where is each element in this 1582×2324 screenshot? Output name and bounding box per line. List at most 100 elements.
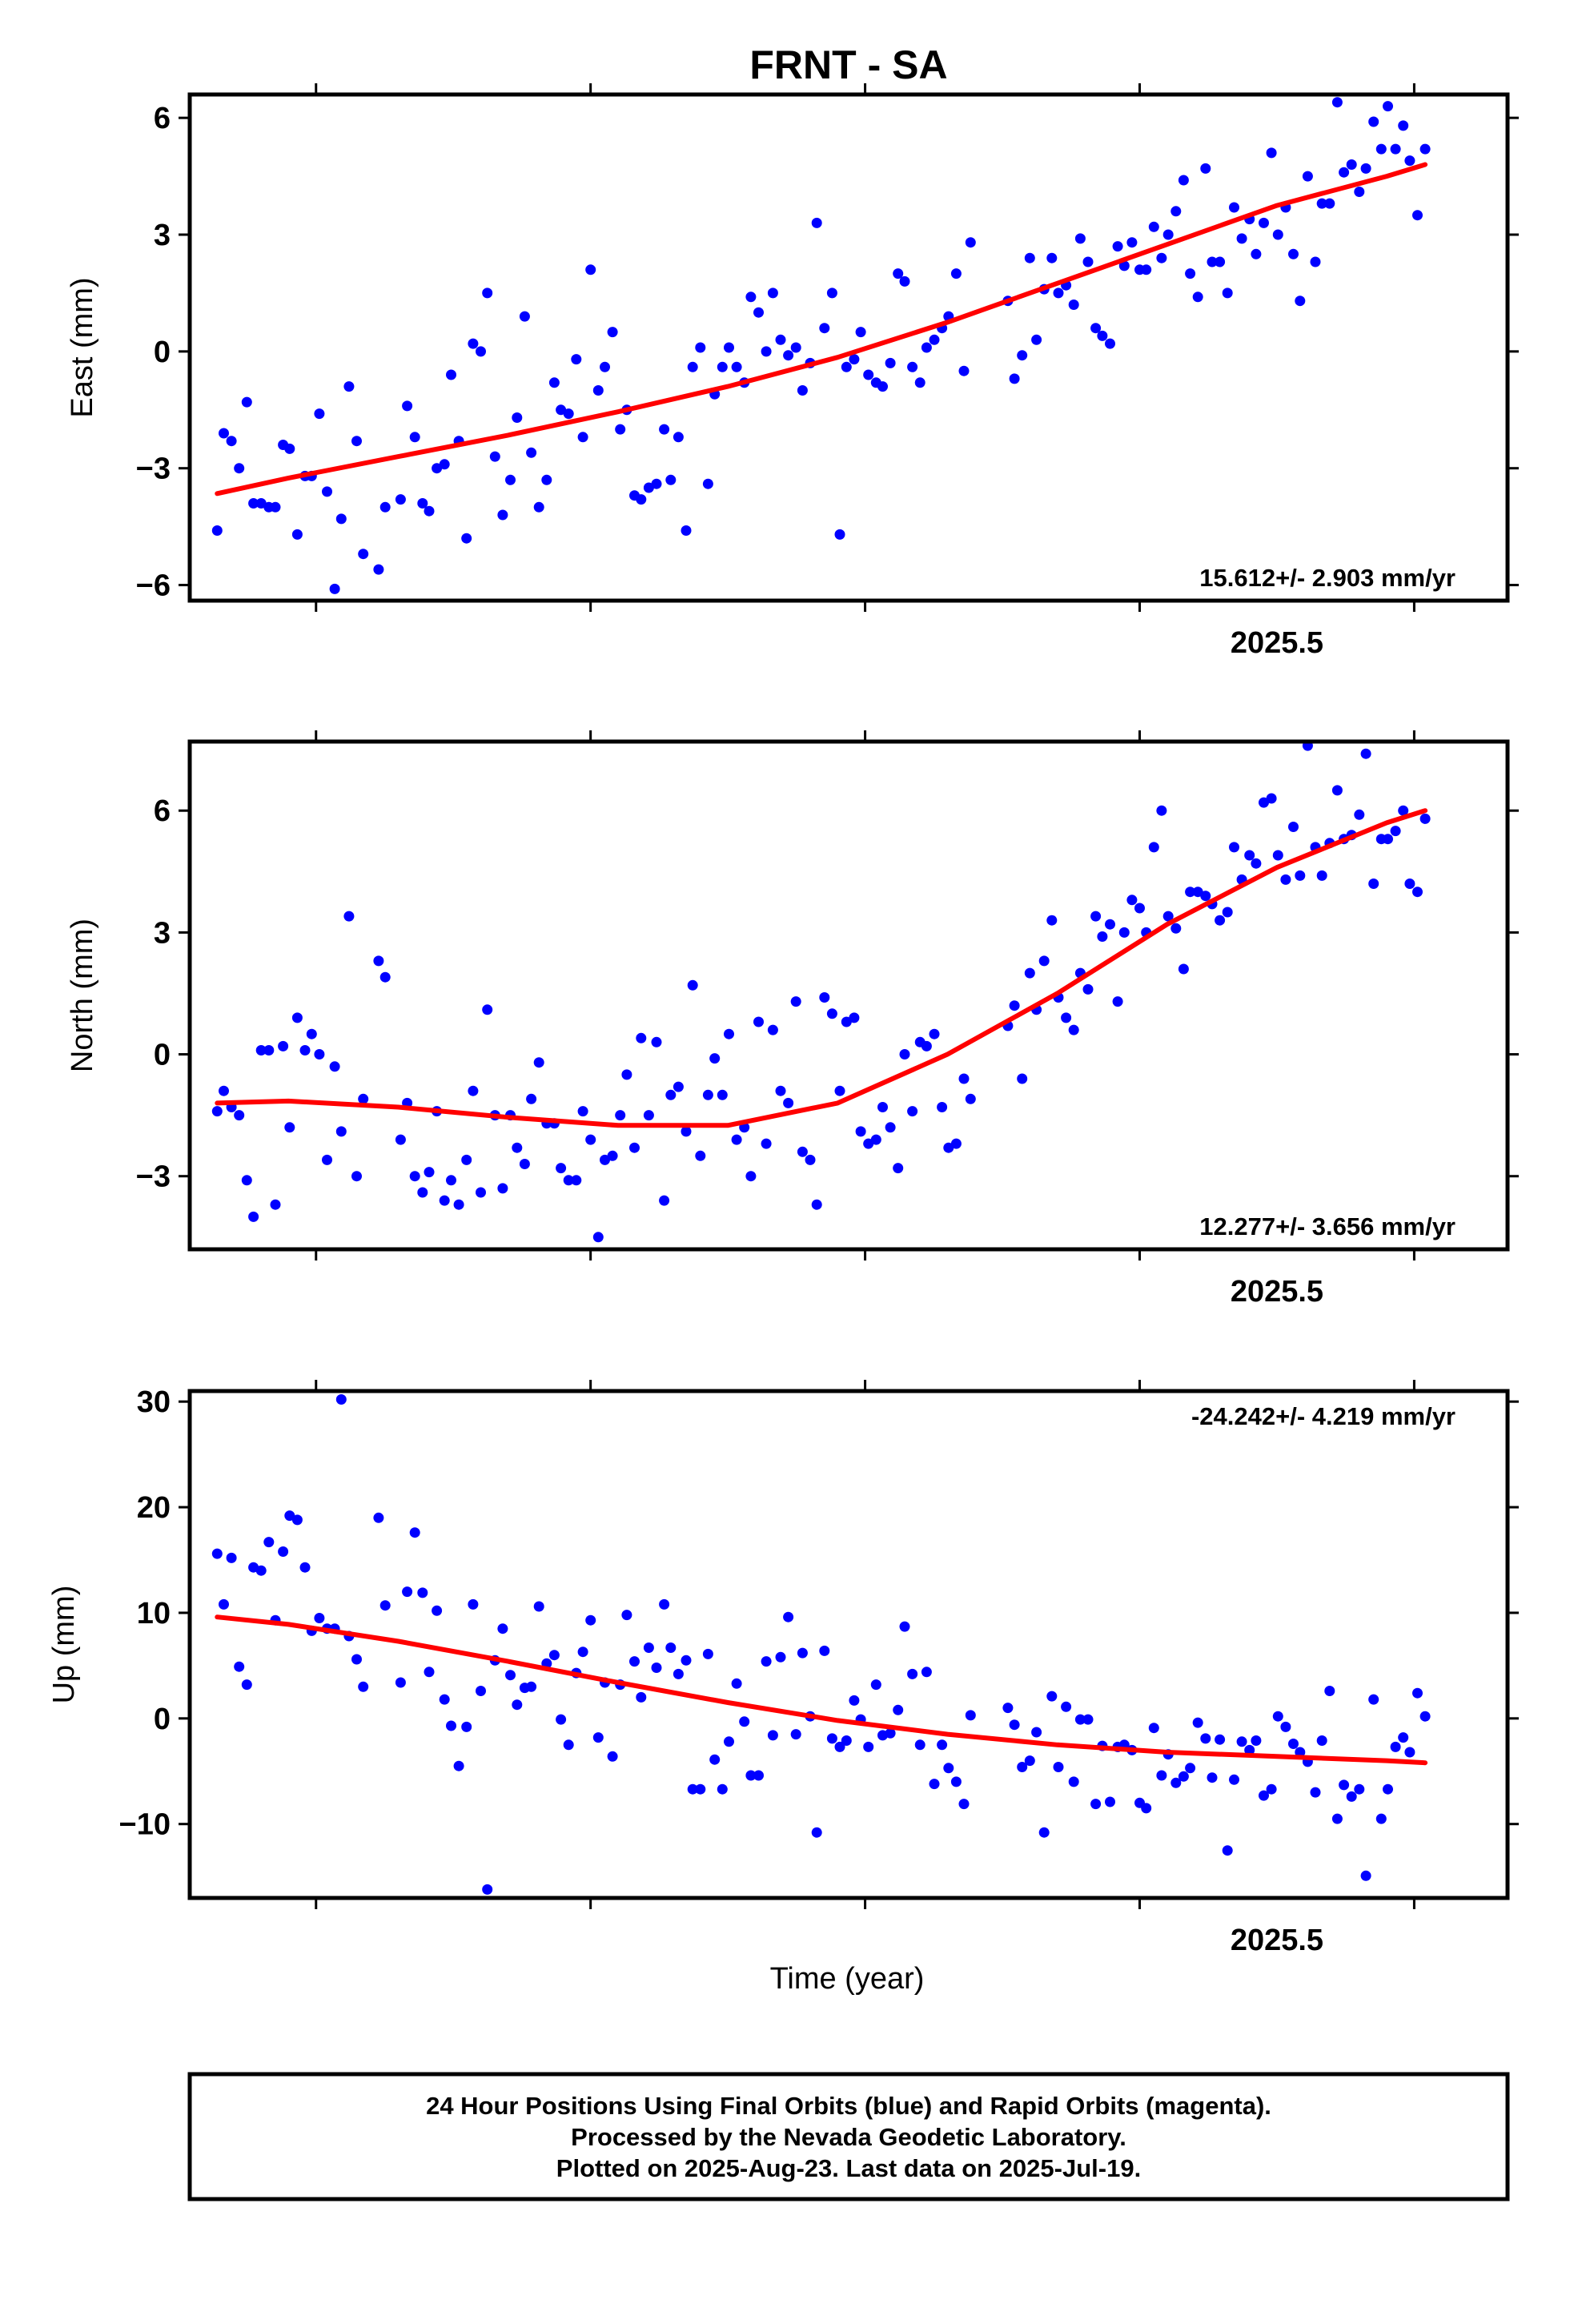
up-velocity-label: -24.242+/- 4.219 mm/yr [1191,1402,1456,1430]
east-data-point [1375,143,1387,155]
up-data-point [1031,1727,1042,1738]
north-data-point [811,1199,822,1210]
up-data-point [1200,1733,1211,1744]
east-data-point [226,436,237,447]
east-y-tick-label: 6 [154,102,171,135]
east-data-point [855,327,866,338]
east-data-point [783,350,794,361]
up-data-point [1244,1744,1255,1755]
north-data-point [885,1122,896,1133]
north-data-point [278,1040,289,1051]
east-data-point [548,377,560,388]
east-data-point [1236,233,1247,244]
up-data-point [1295,1747,1306,1758]
east-data-point [1192,292,1203,303]
north-data-point [1398,805,1409,816]
up-data-point [1310,1787,1321,1798]
up-data-point [373,1512,384,1523]
east-data-point [1200,163,1211,174]
east-data-point [1215,256,1226,267]
north-data-point [849,1012,860,1023]
up-data-point [937,1739,948,1751]
north-velocity-label: 12.277+/- 3.656 mm/yr [1199,1212,1456,1240]
east-data-point [877,381,888,392]
north-data-point [695,1150,706,1161]
north-data-point [1280,874,1291,885]
up-data-point [1404,1747,1415,1758]
east-frame [187,92,1510,603]
north-data-point [1200,891,1211,902]
north-data-point [1360,748,1371,759]
east-data-point [717,361,728,372]
north-y-tick-label: 0 [154,1039,171,1072]
up-data-point [1178,1771,1189,1782]
east-data-point [1229,202,1239,213]
up-data-point [314,1613,325,1623]
up-data-point [497,1623,508,1634]
north-data-point [783,1097,794,1108]
up-data-point [241,1679,252,1691]
north-data-point [284,1122,295,1133]
north-data-point [1134,903,1145,914]
east-data-point [1324,198,1335,209]
north-data-point [476,1187,486,1198]
north-data-point [1156,805,1167,816]
east-data-point [1017,350,1028,361]
up-data-point [1038,1827,1050,1838]
north-data-point [841,1016,852,1027]
up-panel: 30 20 10 0 −10 2025.5 Up (mm) -24.242+/- 4.219 … [47,1380,1519,1957]
up-data-point [950,1776,962,1787]
up-data-point [651,1663,662,1673]
east-data-point [1310,256,1321,267]
up-data-point [797,1647,808,1659]
east-y-tick-label: −6 [136,569,171,603]
east-velocity-label: 15.612+/- 2.903 mm/yr [1199,564,1456,592]
up-data-point [402,1586,413,1598]
east-data-point [482,287,493,299]
east-data-point [1390,143,1401,155]
east-data-point [914,377,926,388]
east-data-point [497,509,508,521]
north-data-point [621,1069,632,1080]
up-data-point [958,1799,970,1810]
east-data-point [659,424,670,435]
east-panel: 6 3 0 −3 −6 2025.5 East (mm) 15.612+/- 2.903 mm… [66,83,1519,660]
up-data-point [482,1884,493,1895]
north-data-point [291,1012,303,1023]
north-data-point [1229,842,1239,853]
east-data-point [607,327,618,338]
up-data-point [621,1610,632,1621]
north-data-point [615,1110,626,1121]
east-data-point [255,498,267,509]
north-data-point [937,1102,948,1112]
north-data-point [424,1167,435,1178]
north-frame [187,739,1510,1252]
north-data-point [702,1089,713,1100]
east-data-point [950,268,962,279]
north-data-point [1266,793,1277,804]
north-data-point [1126,895,1138,906]
up-data-point [717,1783,728,1795]
up-data-point [863,1741,874,1752]
up-data-point [745,1770,757,1781]
east-data-point [1031,334,1042,345]
north-data-point [314,1049,325,1059]
east-data-point [1162,229,1174,240]
east-data-point [651,478,662,489]
east-data-point [351,436,362,447]
up-data-point [417,1587,428,1598]
up-data-point [702,1648,713,1659]
up-data-point [1412,1687,1423,1699]
up-data-point [512,1699,523,1711]
north-data-point [453,1199,464,1210]
up-data-point [1074,1714,1086,1725]
up-data-point [724,1736,734,1747]
up-y-tick-label: −10 [119,1808,171,1842]
east-model-line [215,162,1428,497]
up-data-point [1324,1686,1335,1696]
north-data-point [893,1163,904,1174]
north-data-point [1288,822,1299,832]
east-data-point [745,292,757,303]
up-data-point [1017,1762,1028,1772]
north-data-point [234,1110,245,1121]
